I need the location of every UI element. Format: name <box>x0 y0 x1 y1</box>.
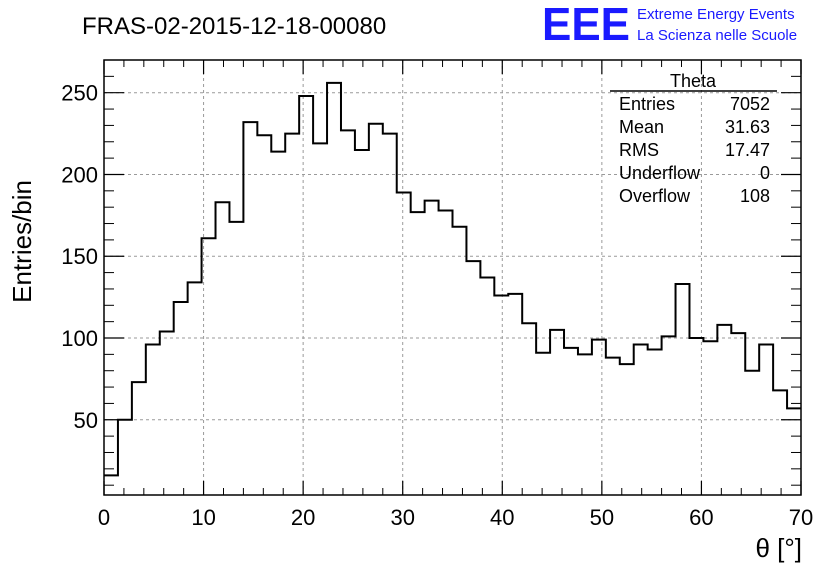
x-tick-label: 50 <box>590 505 614 530</box>
stats-value: 17.47 <box>725 140 770 160</box>
stats-label: Overflow <box>619 186 691 206</box>
plot-frame <box>103 59 802 496</box>
stats-label: Entries <box>619 94 675 114</box>
y-tick-label: 200 <box>61 162 98 187</box>
stats-label: Mean <box>619 117 664 137</box>
y-axis-label: Entries/bin <box>7 180 37 303</box>
grid <box>104 60 801 495</box>
stats-title: Theta <box>670 71 717 91</box>
stats-value: 7052 <box>730 94 770 114</box>
tick-labels: 0 10 20 30 40 50 60 70 50 100 150 200 250 <box>61 81 813 530</box>
x-axis-label: θ [°] <box>755 533 802 563</box>
y-tick-label: 250 <box>61 81 98 106</box>
x-tick-label: 20 <box>291 505 315 530</box>
logo-line-2: La Scienza nelle Scuole <box>637 27 797 44</box>
stats-box: Theta Entries 7052 Mean 31.63 RMS 17.47 Underf… <box>610 71 777 206</box>
stats-value: 0 <box>760 163 770 183</box>
x-tick-label: 40 <box>490 505 514 530</box>
histogram-line <box>104 81 801 477</box>
stats-value: 31.63 <box>725 117 770 137</box>
y-tick-label: 100 <box>61 326 98 351</box>
stats-label: Underflow <box>619 163 701 183</box>
x-tick-label: 60 <box>689 505 713 530</box>
x-tick-label: 10 <box>191 505 215 530</box>
y-tick-label: 50 <box>74 408 98 433</box>
x-tick-label: 30 <box>390 505 414 530</box>
logo-mark: EEE <box>542 0 630 50</box>
y-tick-label: 150 <box>61 244 98 269</box>
stats-value: 108 <box>740 186 770 206</box>
logo-line-1: Extreme Energy Events <box>637 6 795 23</box>
stats-label: RMS <box>619 140 659 160</box>
axis-ticks <box>103 60 802 495</box>
x-tick-label: 70 <box>789 505 813 530</box>
chart-title: FRAS-02-2015-12-18-00080 <box>82 13 386 40</box>
x-tick-label: 0 <box>98 505 110 530</box>
